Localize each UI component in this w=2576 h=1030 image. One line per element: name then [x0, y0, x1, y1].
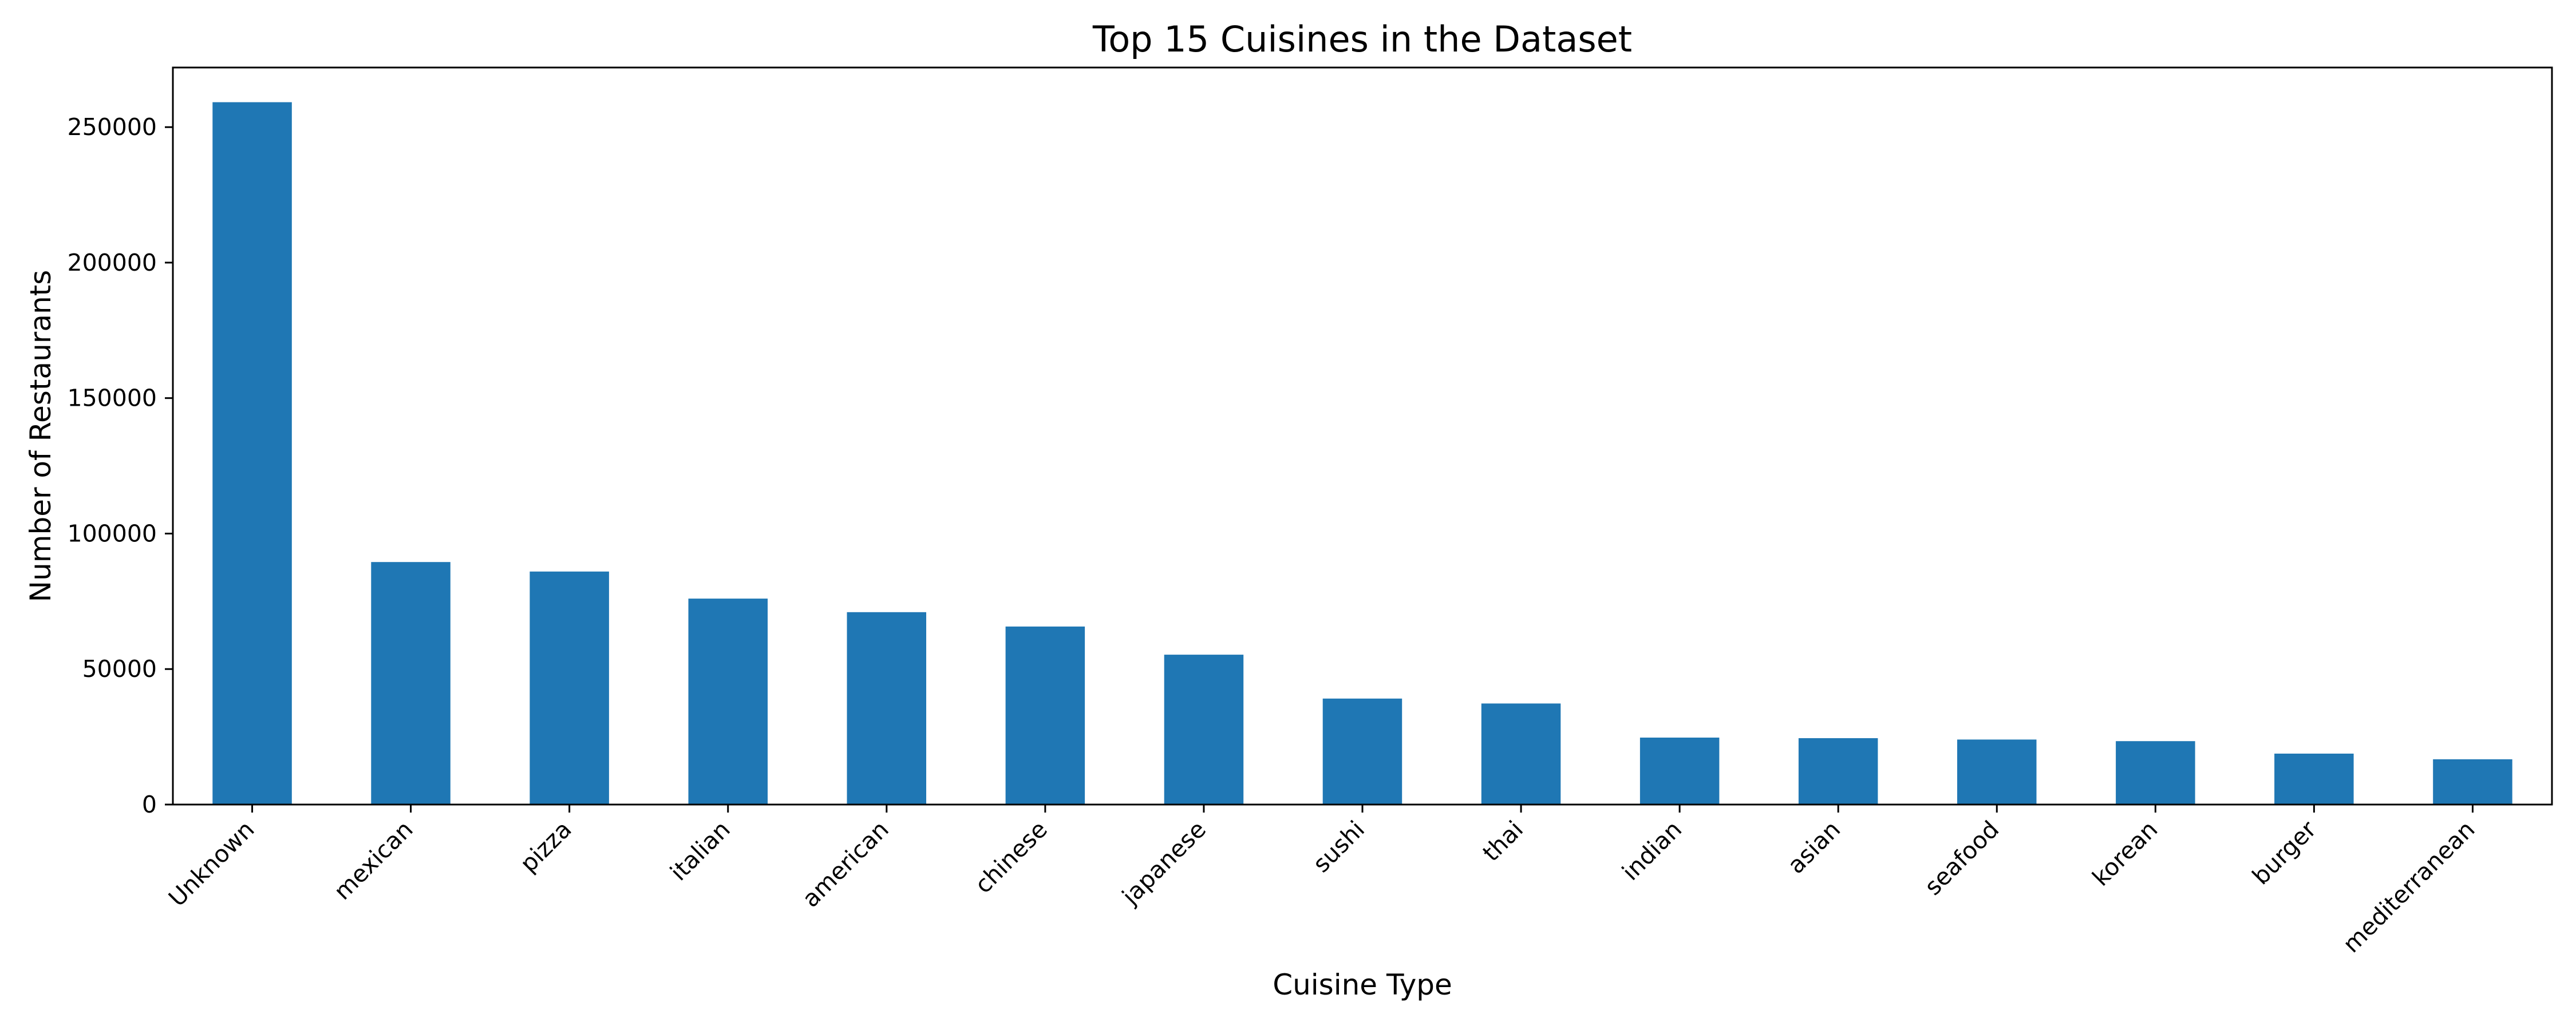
plot-frame — [172, 66, 2553, 806]
y-tick-label: 50000 — [82, 655, 157, 683]
bar-american — [847, 612, 926, 805]
x-tick-label: korean — [2087, 815, 2163, 892]
y-tick-label: 0 — [142, 791, 157, 818]
bar-chinese — [1005, 626, 1085, 805]
bar-seafood — [1957, 739, 2037, 805]
y-tick-label: 200000 — [67, 249, 157, 276]
bar-mexican — [371, 562, 451, 805]
bar-italian — [688, 599, 768, 805]
x-axis-label: Cuisine Type — [1273, 968, 1452, 1001]
x-tick-label: burger — [2247, 815, 2321, 890]
bar-indian — [1639, 738, 1720, 805]
x-tick-label: japanese — [1116, 815, 1211, 910]
bar-mediterranean — [2433, 759, 2512, 805]
ticks-layer: Unknown mexican pizza italian american chines… — [67, 113, 2480, 958]
x-tick-label: chinese — [969, 815, 1052, 898]
bar-thai — [1481, 703, 1561, 805]
bars-layer — [212, 102, 2512, 805]
bar-japanese — [1164, 655, 1244, 805]
y-tick-label: 100000 — [67, 520, 157, 547]
x-tick-label: asian — [1782, 815, 1846, 879]
bar-burger — [2274, 754, 2354, 805]
x-tick-label: seafood — [1919, 815, 2005, 901]
x-tick-label: thai — [1477, 815, 1529, 867]
bar-korean — [2116, 741, 2195, 805]
x-tick-label: pizza — [515, 815, 577, 878]
bar-sushi — [1322, 698, 1402, 805]
y-axis-label: Number of Restaurants — [24, 270, 57, 603]
x-tick-label: american — [797, 815, 894, 913]
bar-asian — [1798, 738, 1878, 805]
bar-unknown — [212, 102, 292, 805]
y-tick-label: 250000 — [67, 113, 157, 141]
x-tick-label: sushi — [1307, 815, 1370, 878]
y-tick-label: 150000 — [67, 385, 157, 412]
bar-pizza — [530, 571, 609, 805]
x-tick-label: mediterranean — [2337, 815, 2480, 958]
x-tick-label: indian — [1617, 815, 1687, 886]
x-tick-label: Unknown — [163, 815, 260, 912]
x-tick-label: mexican — [329, 815, 418, 905]
x-tick-label: italian — [665, 815, 735, 886]
chart-title: Top 15 Cuisines in the Dataset — [1092, 18, 1632, 60]
